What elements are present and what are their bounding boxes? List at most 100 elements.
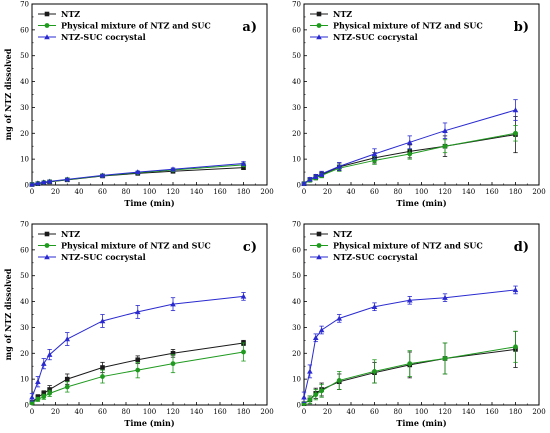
legend-marker (316, 254, 322, 260)
x-tick-label: 200 (532, 408, 545, 416)
data-point (318, 171, 325, 177)
y-axis-title: mg of NTZ dissolved (3, 48, 13, 140)
x-axis-ticks: 0 20 40 60 80 100 120 140 160 180 200 (30, 402, 274, 416)
legend: NTZ Physical mixture of NTZ and SUCNTZ-SU… (38, 229, 211, 262)
x-tick-label: 20 (323, 408, 332, 416)
data-point (442, 356, 448, 361)
y-tick-label: 70 (20, 221, 29, 229)
y-tick-label: 0 (25, 402, 29, 410)
x-tick-label: 80 (122, 408, 131, 416)
data-point (307, 176, 313, 182)
data-point (336, 378, 342, 383)
x-tick-label: 0 (30, 408, 34, 416)
y-tick-label: 50 (292, 272, 301, 280)
y-tick-label: 50 (20, 272, 29, 280)
legend-entry: Physical mixture of NTZ and SUC (61, 21, 211, 31)
x-tick-label: 60 (370, 188, 379, 196)
y-tick-label: 70 (292, 1, 301, 9)
data-point (307, 397, 313, 403)
x-tick-label: 40 (75, 408, 84, 416)
panel-label: d) (514, 240, 529, 255)
series-circle (29, 342, 246, 406)
data-point (307, 368, 313, 374)
x-tick-label: 140 (462, 408, 475, 416)
y-tick-label: 70 (20, 1, 29, 9)
y-tick-label: 30 (20, 104, 29, 112)
x-tick-label: 200 (260, 408, 273, 416)
y-axis-ticks: 0 10 20 30 40 50 60 70 (292, 221, 307, 410)
x-tick-label: 200 (260, 188, 273, 196)
data-point (513, 130, 518, 136)
data-point (135, 357, 141, 363)
y-tick-label: 70 (292, 221, 301, 229)
data-point (407, 361, 413, 367)
x-tick-label: 140 (190, 408, 203, 416)
data-point (134, 309, 141, 315)
data-point (64, 336, 71, 342)
data-point (35, 378, 41, 384)
data-point (64, 176, 71, 182)
x-tick-label: 20 (51, 408, 60, 416)
legend: NTZ Physical mixture of NTZ and SUCNTZ-SU… (38, 9, 211, 42)
legend: NTZ Physical mixture of NTZ and SUCNTZ-SU… (310, 9, 483, 42)
data-point (513, 344, 518, 350)
y-tick-label: 30 (292, 324, 301, 332)
data-point (41, 394, 47, 400)
x-tick-label: 120 (166, 188, 179, 196)
data-point (442, 127, 448, 133)
x-tick-label: 60 (98, 408, 107, 416)
legend-marker (316, 11, 322, 17)
data-point (371, 151, 378, 157)
x-axis-title: Time (min) (124, 418, 174, 428)
y-tick-label: 20 (292, 350, 301, 358)
x-tick-label: 100 (143, 188, 156, 196)
x-tick-label: 40 (75, 188, 84, 196)
panel-label: a) (242, 20, 257, 35)
data-point (99, 172, 106, 178)
data-point (406, 297, 413, 303)
x-tick-label: 20 (51, 188, 60, 196)
legend-entry: NTZ-SUC cocrystal (61, 32, 146, 42)
x-tick-label: 100 (143, 408, 156, 416)
data-point (35, 180, 41, 186)
data-point (170, 361, 176, 367)
x-tick-label: 160 (213, 188, 226, 196)
data-point (46, 351, 53, 357)
x-tick-label: 180 (237, 188, 250, 196)
data-point (407, 151, 413, 157)
data-point (406, 139, 413, 145)
data-point (100, 374, 105, 379)
data-point (312, 334, 319, 341)
data-point (29, 181, 35, 187)
y-tick-label: 20 (292, 130, 301, 138)
x-tick-label: 0 (302, 188, 306, 196)
chart-panel-3: 0 20 40 60 80 100 120 140 160 180 200 0 10 20 30 40 50 60… (3, 221, 274, 429)
x-tick-label: 160 (213, 408, 226, 416)
chart-panel-1: 0 20 40 60 80 100 120 140 160 180 200 0 10 20 30 40 50 60… (3, 1, 274, 209)
legend-entry: NTZ (333, 9, 352, 19)
legend-marker (316, 34, 322, 40)
series-circle (301, 330, 518, 407)
data-point (170, 301, 176, 307)
x-tick-label: 0 (30, 188, 34, 196)
legend-marker (316, 231, 322, 237)
x-tick-label: 120 (438, 188, 451, 196)
y-tick-label: 20 (20, 350, 29, 358)
y-axis-ticks: 0 10 20 30 40 50 60 70 (20, 1, 35, 190)
y-tick-label: 30 (20, 324, 29, 332)
y-tick-label: 30 (292, 104, 301, 112)
legend-entry: NTZ-SUC cocrystal (333, 32, 418, 42)
y-tick-label: 60 (292, 26, 301, 34)
data-point (47, 390, 53, 396)
data-point (170, 166, 176, 172)
x-axis-ticks: 0 20 40 60 80 100 120 140 160 180 200 (302, 402, 546, 416)
x-tick-label: 140 (190, 188, 203, 196)
legend-entry: NTZ (333, 229, 352, 239)
x-tick-label: 40 (347, 188, 356, 196)
data-point (64, 376, 70, 382)
x-tick-label: 160 (485, 188, 498, 196)
series-circle (301, 125, 518, 187)
y-tick-label: 40 (20, 298, 29, 306)
x-axis-ticks: 0 20 40 60 80 100 120 140 160 180 200 (302, 182, 546, 196)
data-point (313, 392, 319, 398)
